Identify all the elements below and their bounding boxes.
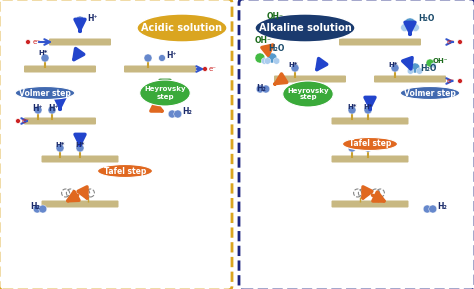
FancyBboxPatch shape: [24, 66, 96, 73]
FancyBboxPatch shape: [331, 201, 409, 208]
Text: H⁺: H⁺: [32, 104, 43, 113]
Ellipse shape: [15, 86, 75, 99]
Circle shape: [33, 205, 41, 213]
FancyBboxPatch shape: [49, 38, 111, 45]
FancyBboxPatch shape: [339, 38, 421, 45]
Text: H*: H*: [347, 104, 356, 110]
Circle shape: [276, 29, 283, 35]
Circle shape: [202, 66, 208, 71]
Text: H⁺: H⁺: [87, 14, 98, 23]
Text: H₂O: H₂O: [418, 14, 434, 23]
Circle shape: [75, 16, 85, 26]
Text: Acidic solution: Acidic solution: [142, 23, 222, 33]
Text: Alkaline solution: Alkaline solution: [259, 23, 351, 33]
FancyBboxPatch shape: [42, 201, 118, 208]
Circle shape: [426, 59, 434, 67]
FancyBboxPatch shape: [239, 0, 474, 289]
FancyBboxPatch shape: [124, 66, 196, 73]
Circle shape: [76, 144, 84, 152]
FancyBboxPatch shape: [331, 118, 409, 125]
FancyBboxPatch shape: [374, 75, 446, 82]
Text: H₂: H₂: [30, 202, 40, 211]
Circle shape: [39, 205, 47, 213]
Circle shape: [364, 106, 372, 114]
Text: H₂: H₂: [182, 107, 192, 116]
Circle shape: [273, 58, 280, 64]
Text: H₂O: H₂O: [420, 64, 437, 73]
Text: Volmer step: Volmer step: [19, 88, 71, 97]
Circle shape: [267, 53, 277, 63]
Circle shape: [34, 106, 42, 114]
Text: e⁻: e⁻: [22, 118, 30, 124]
FancyBboxPatch shape: [331, 155, 409, 162]
Circle shape: [291, 64, 299, 72]
Text: H₂O: H₂O: [268, 44, 284, 53]
Circle shape: [411, 24, 419, 32]
Text: OH⁻: OH⁻: [255, 36, 272, 45]
Text: e⁻: e⁻: [33, 39, 41, 45]
Text: Tafel step: Tafel step: [349, 140, 391, 149]
Text: OH⁻: OH⁻: [267, 12, 284, 21]
Circle shape: [401, 24, 409, 32]
FancyBboxPatch shape: [0, 0, 232, 289]
Circle shape: [255, 53, 265, 63]
Circle shape: [270, 24, 280, 34]
Circle shape: [158, 55, 165, 62]
Circle shape: [41, 54, 49, 62]
Text: H*: H*: [38, 50, 47, 56]
Text: H⁺: H⁺: [48, 104, 58, 113]
Circle shape: [416, 68, 423, 74]
Text: Heyrovsky
step: Heyrovsky step: [287, 88, 329, 101]
Circle shape: [407, 68, 414, 74]
Circle shape: [364, 144, 372, 152]
Ellipse shape: [137, 14, 227, 42]
Circle shape: [348, 106, 356, 114]
Text: Heyrovsky
step: Heyrovsky step: [144, 86, 186, 99]
Text: H*: H*: [288, 62, 297, 68]
Circle shape: [16, 118, 20, 123]
Text: e⁻: e⁻: [447, 78, 455, 84]
Ellipse shape: [283, 81, 333, 107]
Circle shape: [431, 63, 436, 68]
Ellipse shape: [255, 14, 355, 42]
Text: e⁻: e⁻: [447, 39, 455, 45]
FancyBboxPatch shape: [24, 118, 96, 125]
Circle shape: [144, 54, 152, 62]
Text: H₂: H₂: [256, 84, 266, 93]
Circle shape: [410, 63, 420, 73]
Circle shape: [348, 144, 356, 152]
Ellipse shape: [140, 80, 190, 106]
FancyBboxPatch shape: [42, 155, 118, 162]
Circle shape: [262, 85, 270, 93]
Text: H₂: H₂: [437, 202, 447, 211]
Circle shape: [26, 40, 30, 45]
Circle shape: [256, 85, 264, 93]
Circle shape: [423, 205, 431, 213]
Circle shape: [457, 40, 463, 45]
Text: H*: H*: [363, 104, 373, 110]
Circle shape: [261, 58, 268, 64]
Text: H*: H*: [75, 142, 84, 148]
Circle shape: [174, 110, 182, 118]
Circle shape: [168, 110, 176, 118]
Circle shape: [429, 205, 437, 213]
Text: e⁻: e⁻: [209, 66, 217, 72]
Ellipse shape: [98, 164, 153, 177]
Text: H*: H*: [388, 62, 397, 68]
Ellipse shape: [343, 138, 398, 151]
Text: OH⁻: OH⁻: [433, 58, 448, 64]
Circle shape: [56, 144, 64, 152]
Ellipse shape: [400, 86, 460, 99]
Circle shape: [264, 58, 271, 64]
Circle shape: [391, 64, 399, 72]
Text: H*: H*: [55, 142, 64, 148]
Text: Volmer step: Volmer step: [404, 88, 456, 97]
FancyBboxPatch shape: [274, 75, 346, 82]
Text: Tafel step: Tafel step: [104, 166, 146, 175]
Circle shape: [457, 79, 463, 84]
Circle shape: [48, 106, 56, 114]
Circle shape: [404, 18, 416, 30]
Text: H⁺: H⁺: [166, 51, 176, 60]
